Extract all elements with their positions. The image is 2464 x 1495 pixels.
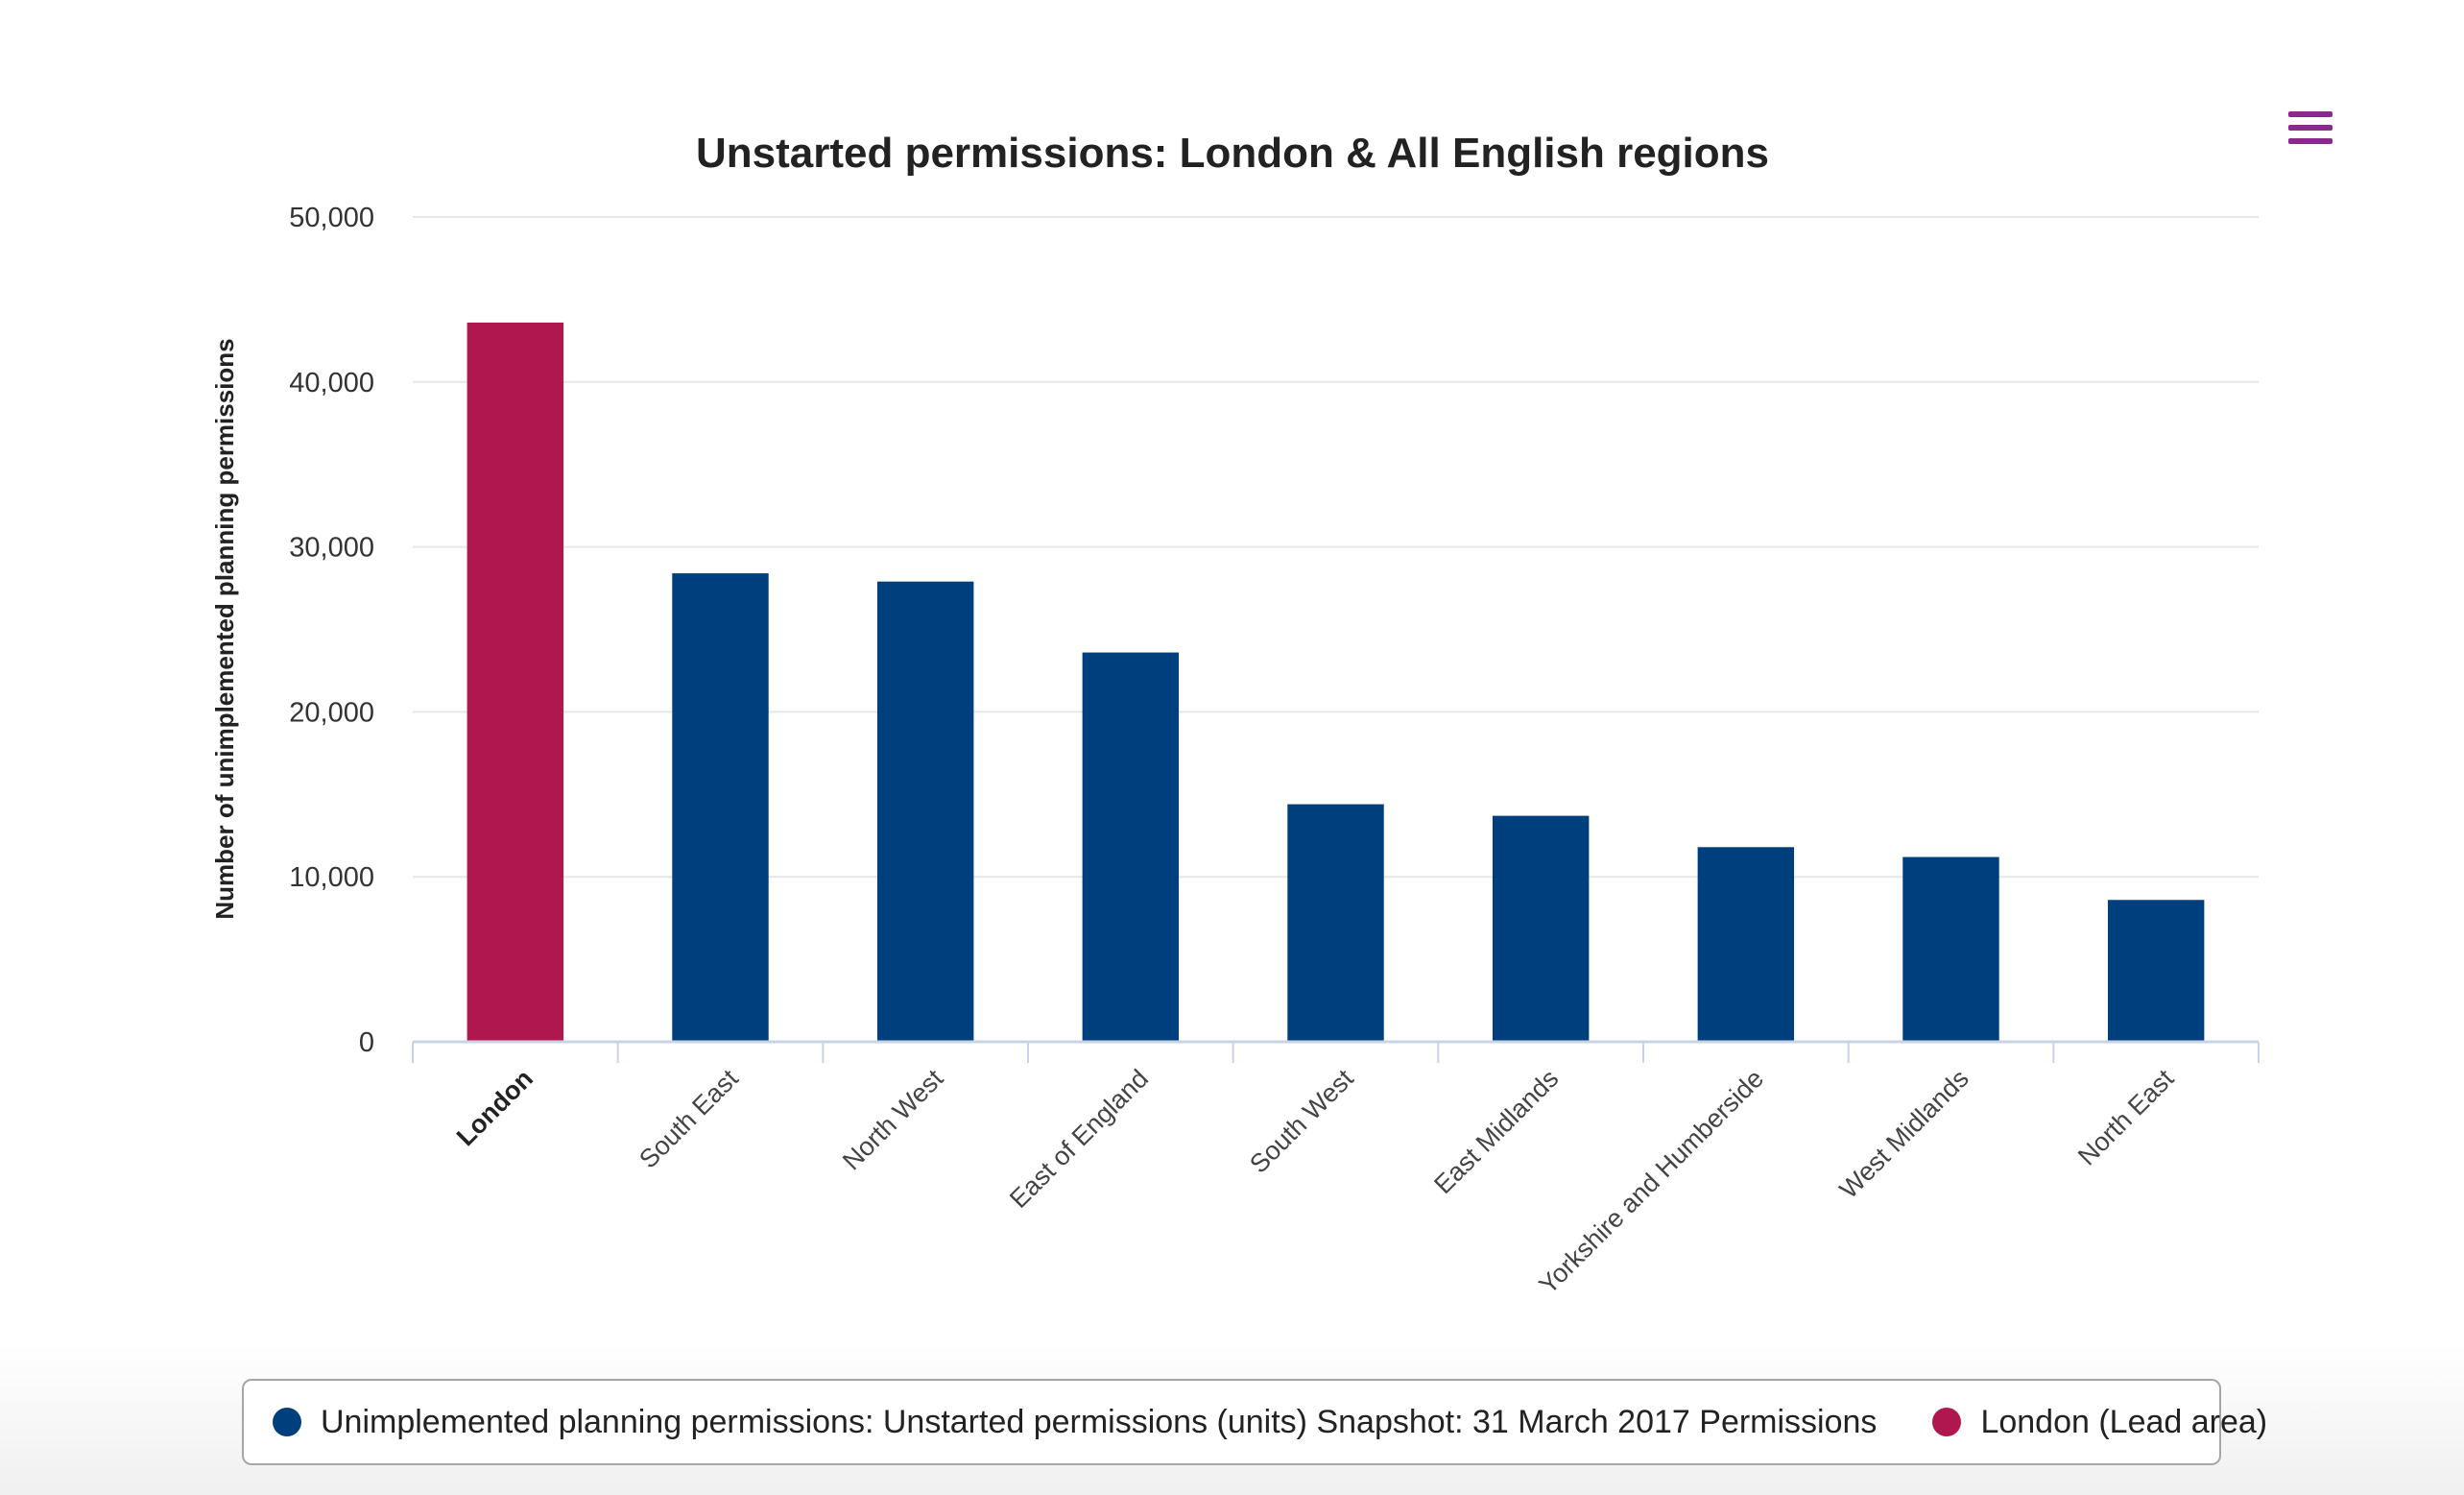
x-tick-label: West Midlands — [1834, 1064, 1974, 1204]
y-tick-label: 30,000 — [289, 533, 374, 564]
y-tick-label: 40,000 — [289, 368, 374, 398]
x-tick-label: South West — [1244, 1064, 1359, 1179]
x-axis — [412, 1040, 2260, 1063]
y-axis-label: Number of unimplemented planning permiss… — [210, 338, 239, 919]
legend-label-lead-area: London (Lead area) — [1980, 1403, 2268, 1440]
x-tick-label: North East — [2072, 1064, 2180, 1171]
bar-south-east[interactable] — [672, 573, 769, 1042]
y-tick-label: 20,000 — [289, 697, 374, 728]
series-marker-icon — [273, 1408, 301, 1436]
x-tick-label: South East — [634, 1064, 744, 1174]
bar-north-east[interactable] — [2107, 900, 2205, 1042]
y-axis-tick-labels: 0 10,000 20,000 30,000 40,000 50,000 — [289, 203, 374, 1058]
x-tick-label: East Midlands — [1428, 1064, 1564, 1199]
x-tick-label: Yorkshire and Humberside — [1534, 1064, 1769, 1299]
bar-south-west[interactable] — [1287, 804, 1384, 1042]
x-axis-tick-labels: London South East North West East of Englan… — [451, 1064, 2180, 1300]
bar-east-midlands[interactable] — [1492, 815, 1590, 1042]
lead-area-marker-icon — [1932, 1408, 1962, 1436]
bar-east-of-england[interactable] — [1082, 652, 1180, 1042]
bar-west-midlands[interactable] — [1902, 856, 1999, 1042]
bars — [466, 322, 2205, 1042]
x-tick-label: London — [451, 1064, 538, 1151]
y-tick-label: 50,000 — [289, 203, 374, 233]
chart-title: Unstarted permissions: London & All Engl… — [696, 130, 1769, 177]
y-tick-label: 0 — [359, 1027, 374, 1058]
chart-legend: Unimplemented planning permissions: Unst… — [242, 1379, 2267, 1465]
bar-north-west[interactable] — [876, 581, 974, 1042]
bar-chart: 0 10,000 20,000 30,000 40,000 50,000 London So… — [210, 130, 2260, 1300]
bar-london[interactable] — [466, 322, 564, 1042]
legend-item-series[interactable]: Unimplemented planning permissions: Unst… — [273, 1404, 1877, 1441]
y-tick-label: 10,000 — [289, 862, 374, 893]
bar-yorkshire-and-humberside[interactable] — [1697, 847, 1795, 1042]
hamburger-menu-icon[interactable] — [2281, 104, 2338, 154]
x-tick-label: East of England — [1004, 1064, 1154, 1214]
x-tick-label: North West — [837, 1064, 949, 1176]
legend-label-series: Unimplemented planning permissions: Unst… — [321, 1403, 1878, 1440]
legend-item-lead-area[interactable]: London (Lead area) — [1932, 1404, 2267, 1441]
